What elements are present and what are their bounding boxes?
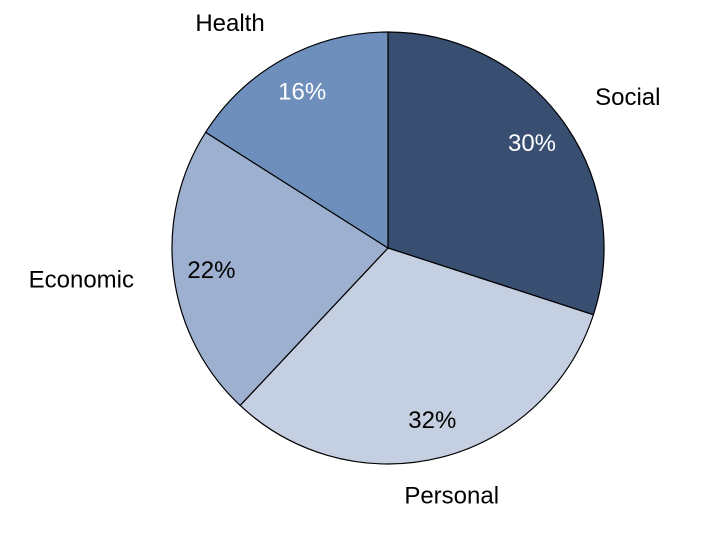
pie-slice-personal [239, 247, 595, 465]
category-label-social: Social [595, 84, 660, 111]
percent-label-economic: 22% [187, 257, 235, 284]
category-label-economic: Economic [29, 267, 134, 294]
percent-label-personal: 32% [408, 407, 456, 434]
category-label-health: Health [195, 10, 264, 37]
pie-slice-health [204, 31, 389, 250]
percent-label-social: 30% [508, 130, 556, 157]
labels-layer: 30% Social 32% Personal 22% Economic 16% Health [29, 10, 661, 509]
category-label-personal: Personal [404, 483, 499, 510]
pie-slice-economic [171, 131, 389, 407]
slices-layer [171, 31, 605, 465]
percent-label-health: 16% [278, 79, 326, 106]
pie-slice-social [387, 31, 605, 316]
